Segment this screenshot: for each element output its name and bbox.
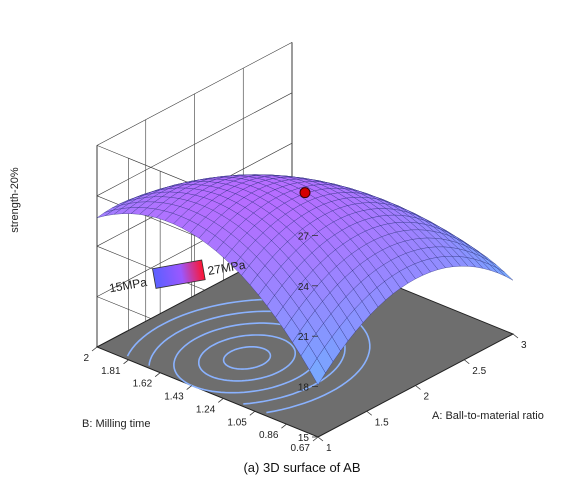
x-tick-label: 2.5 (472, 366, 486, 377)
z-tick-label: 27 (298, 231, 310, 242)
z-tick-label: 21 (298, 332, 310, 343)
figure-caption: (a) 3D surface of AB (243, 460, 360, 475)
design-point-marker (299, 187, 311, 199)
contour-line (198, 334, 296, 382)
color-legend: 15MPa 27MPa (108, 258, 247, 296)
x-axis-label: A: Ball-to-material ratio (432, 410, 544, 422)
x-tick-label: 2 (424, 392, 430, 403)
y-axis-ticks: 0.67 0.86 1.05 1.24 1.43 1.62 1.81 2 (83, 346, 319, 454)
x-tick-label: 3 (521, 340, 527, 351)
y-axis-label: B: Milling time (82, 418, 150, 430)
legend-max-label: 27MPa (207, 258, 247, 278)
y-tick-label: 1.24 (196, 404, 216, 415)
y-tick-label: 1.81 (101, 366, 121, 377)
y-tick-label: 1.43 (164, 392, 184, 403)
y-tick-label: 2 (83, 353, 89, 364)
z-axis-label: strength-20% (9, 167, 21, 233)
contour-line (222, 346, 272, 370)
legend-min-label: 15MPa (108, 275, 148, 295)
z-tick-label: 15 (298, 433, 310, 444)
x-tick-label: 1.5 (375, 417, 389, 428)
z-tick-label: 18 (298, 383, 310, 394)
y-tick-label: 1.62 (133, 379, 153, 390)
y-tick-label: 0.86 (259, 430, 279, 441)
z-tick-label: 24 (298, 282, 310, 293)
legend-gradient-bar (152, 259, 206, 289)
x-tick-label: 1 (326, 443, 332, 454)
x-axis-ticks: 1 1.5 2 2.5 3 (317, 333, 527, 454)
response-surface (96, 174, 514, 386)
z-axis-ticks: 15 18 21 24 27 (298, 231, 318, 444)
y-tick-label: 0.67 (291, 443, 311, 454)
y-tick-label: 1.05 (227, 417, 247, 428)
